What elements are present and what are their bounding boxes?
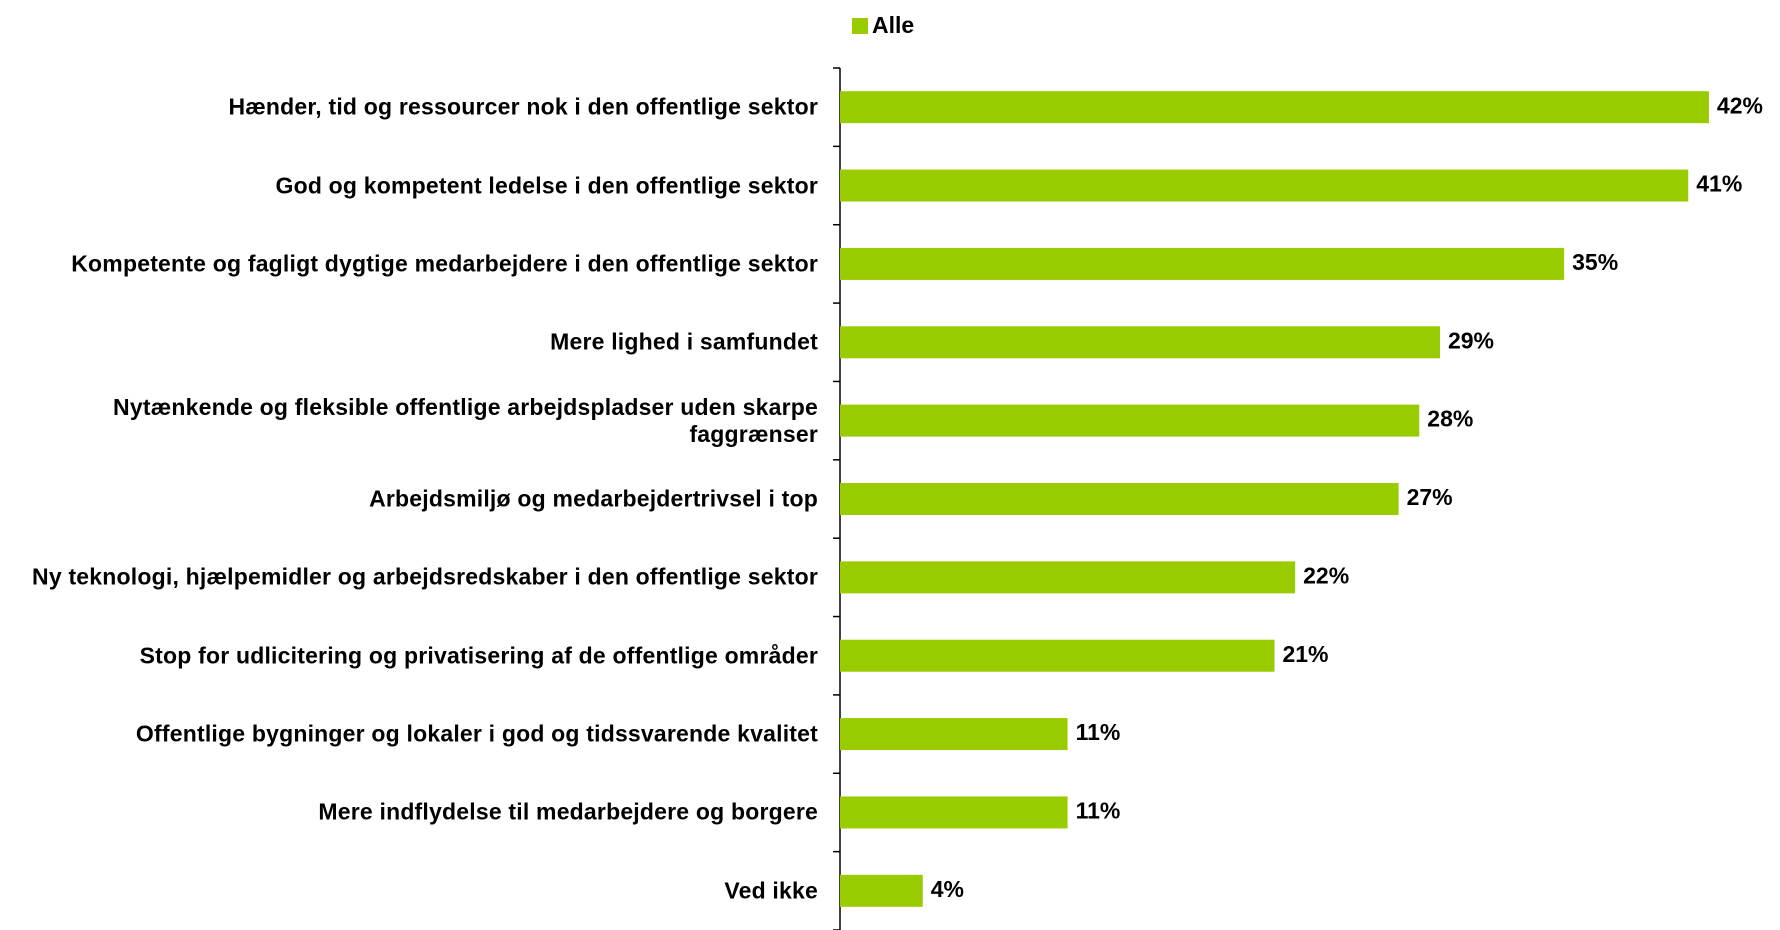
value-label: 4% bbox=[931, 876, 964, 902]
legend-swatch bbox=[852, 18, 868, 34]
bar bbox=[840, 796, 1068, 829]
value-label: 27% bbox=[1407, 484, 1453, 510]
category-label: Arbejdsmiljø og medarbejdertrivsel i top bbox=[369, 485, 818, 512]
value-label: 28% bbox=[1427, 406, 1473, 432]
category-label: Mere lighed i samfundet bbox=[550, 328, 818, 355]
bar bbox=[840, 483, 1399, 515]
category-label: Offentlige bygninger og lokaler i god og… bbox=[135, 720, 818, 747]
bar bbox=[840, 639, 1275, 672]
category-label: Ny teknologi, hjælpemidler og arbejdsred… bbox=[32, 563, 818, 590]
category-label: Nytænkende og fleksible offentlige arbej… bbox=[113, 393, 818, 447]
category-label: Ved ikke bbox=[724, 877, 818, 904]
legend-label: Alle bbox=[872, 12, 914, 38]
category-label: Kompetente og fagligt dygtige medarbejde… bbox=[71, 250, 818, 277]
bar bbox=[840, 874, 923, 907]
bar bbox=[840, 404, 1420, 437]
value-label: 11% bbox=[1076, 798, 1121, 824]
bar bbox=[840, 561, 1296, 594]
value-label: 22% bbox=[1303, 562, 1349, 588]
category-label: Mere indflydelse til medarbejdere og bor… bbox=[318, 798, 818, 825]
category-label: Hænder, tid og ressourcer nok i den offe… bbox=[228, 93, 818, 120]
bar bbox=[840, 169, 1689, 202]
bar bbox=[840, 326, 1440, 359]
value-label: 21% bbox=[1282, 641, 1328, 667]
value-label: 29% bbox=[1448, 327, 1494, 353]
category-label: God og kompetent ledelse i den offentlig… bbox=[275, 172, 818, 199]
value-label: 35% bbox=[1572, 249, 1618, 275]
category-label: Stop for udlicitering og privatisering a… bbox=[139, 642, 818, 669]
value-label: 11% bbox=[1076, 719, 1121, 745]
bar bbox=[840, 91, 1709, 124]
bar bbox=[840, 718, 1068, 751]
bar bbox=[840, 247, 1565, 280]
value-label: 42% bbox=[1717, 92, 1763, 118]
value-label: 41% bbox=[1696, 171, 1742, 197]
